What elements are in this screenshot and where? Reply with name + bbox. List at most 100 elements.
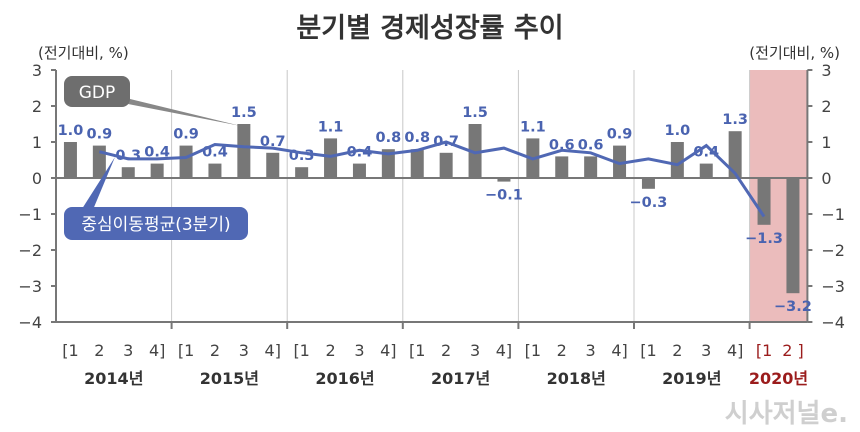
quarter-label: 3 (123, 341, 133, 360)
gdp-callout (64, 76, 130, 107)
bar (63, 142, 77, 178)
quarter-label: 4] (496, 341, 512, 360)
ma-callout (64, 207, 248, 240)
data-label: 1.0 (58, 123, 84, 139)
quarter-label: [1 (525, 341, 541, 360)
moving-average-line (98, 140, 766, 218)
ma-callout-pointer (80, 157, 115, 212)
quarter-label: [1 (640, 341, 656, 360)
data-label: 0.9 (87, 127, 113, 143)
data-label: 0.9 (173, 127, 199, 143)
bar (237, 124, 251, 178)
bar (757, 178, 771, 225)
y-tick-label-left: 1 (32, 133, 42, 152)
quarter-label: 4] (380, 341, 396, 360)
data-label: 0.4 (347, 145, 373, 161)
year-label: 2017년 (431, 369, 490, 388)
bar (150, 163, 164, 178)
quarter-label: 2 (325, 341, 335, 360)
data-label: −1.3 (745, 231, 783, 247)
quarter-label: 4] (727, 341, 743, 360)
bar (699, 163, 713, 178)
quarter-label: 3 (701, 341, 711, 360)
bar (295, 167, 309, 178)
data-label: 0.8 (404, 130, 430, 146)
y-tick-label-left: −2 (18, 241, 42, 260)
bar (468, 124, 482, 178)
y-axis-label-left: (전기대비, %) (38, 44, 129, 62)
bar (641, 178, 655, 189)
quarter-label: [1 (409, 341, 425, 360)
data-label: 1.0 (665, 123, 691, 139)
year-label: 2015년 (200, 369, 259, 388)
data-label: −0.3 (630, 195, 668, 211)
y-tick-label-left: −4 (18, 313, 42, 332)
quarter-label: 2 ] (782, 341, 804, 360)
y-tick-label-right: −4 (821, 313, 845, 332)
bar (555, 156, 569, 178)
data-label: 0.6 (578, 137, 604, 153)
y-tick-label-right: −3 (821, 277, 845, 296)
data-label: 1.1 (318, 119, 344, 135)
y-tick-label-right: 2 (821, 97, 831, 116)
y-tick-label-right: −2 (821, 241, 845, 260)
bar (613, 145, 627, 178)
quarter-label: 2 (557, 341, 567, 360)
data-label: 1.3 (722, 112, 748, 128)
data-label: −0.1 (485, 188, 523, 204)
gdp-callout-pointer (118, 96, 241, 126)
bar (121, 167, 135, 178)
data-label: 0.8 (376, 130, 402, 146)
quarter-label: 4] (149, 341, 165, 360)
bar (439, 152, 453, 178)
bar (352, 163, 366, 178)
y-axis-label-right: (전기대비, %) (749, 44, 840, 62)
y-tick-label-left: 0 (32, 169, 42, 188)
bar (208, 163, 222, 178)
data-label: 0.7 (260, 134, 286, 150)
ma-callout-label: 중심이동평균(3분기) (81, 215, 230, 235)
data-label: 1.5 (231, 105, 257, 121)
watermark: 시사저널e. (725, 399, 848, 429)
y-tick-label-right: 0 (821, 169, 831, 188)
quarter-label: 2 (94, 341, 104, 360)
bar (266, 152, 280, 178)
year-label: 2014년 (84, 369, 143, 388)
bar (728, 131, 742, 178)
quarter-label: 3 (470, 341, 480, 360)
data-label: 1.5 (462, 105, 488, 121)
quarter-label: [1 (62, 341, 78, 360)
y-tick-label-right: −1 (821, 205, 845, 224)
data-label: 1.1 (520, 119, 546, 135)
chart-title: 분기별 경제성장률 추이 (296, 13, 563, 44)
bar (584, 156, 598, 178)
y-tick-label-left: −1 (18, 205, 42, 224)
bar (786, 178, 800, 294)
data-label: 0.4 (144, 145, 170, 161)
bar (670, 142, 684, 178)
y-tick-label-left: 3 (32, 61, 42, 80)
bar (92, 145, 106, 178)
gdp-callout-label: GDP (79, 83, 116, 103)
year-label: 2019년 (662, 369, 721, 388)
quarter-label: 2 (210, 341, 220, 360)
bar (324, 138, 338, 178)
y-tick-label-left: −3 (18, 277, 42, 296)
quarter-label: 2 (672, 341, 682, 360)
year-label: 2020년 (749, 369, 808, 388)
quarter-label: [1 (293, 341, 309, 360)
year-label: 2016년 (315, 369, 374, 388)
y-tick-label-right: 3 (821, 61, 831, 80)
bar (497, 178, 511, 182)
year-label: 2018년 (547, 369, 606, 388)
data-label: 0.9 (607, 127, 633, 143)
quarter-label: 4] (611, 341, 627, 360)
bar (410, 149, 424, 178)
data-label: −3.2 (774, 299, 812, 315)
quarter-label: [1 (178, 341, 194, 360)
quarter-label: 3 (586, 341, 596, 360)
quarter-label: 3 (239, 341, 249, 360)
y-tick-label-left: 2 (32, 97, 42, 116)
